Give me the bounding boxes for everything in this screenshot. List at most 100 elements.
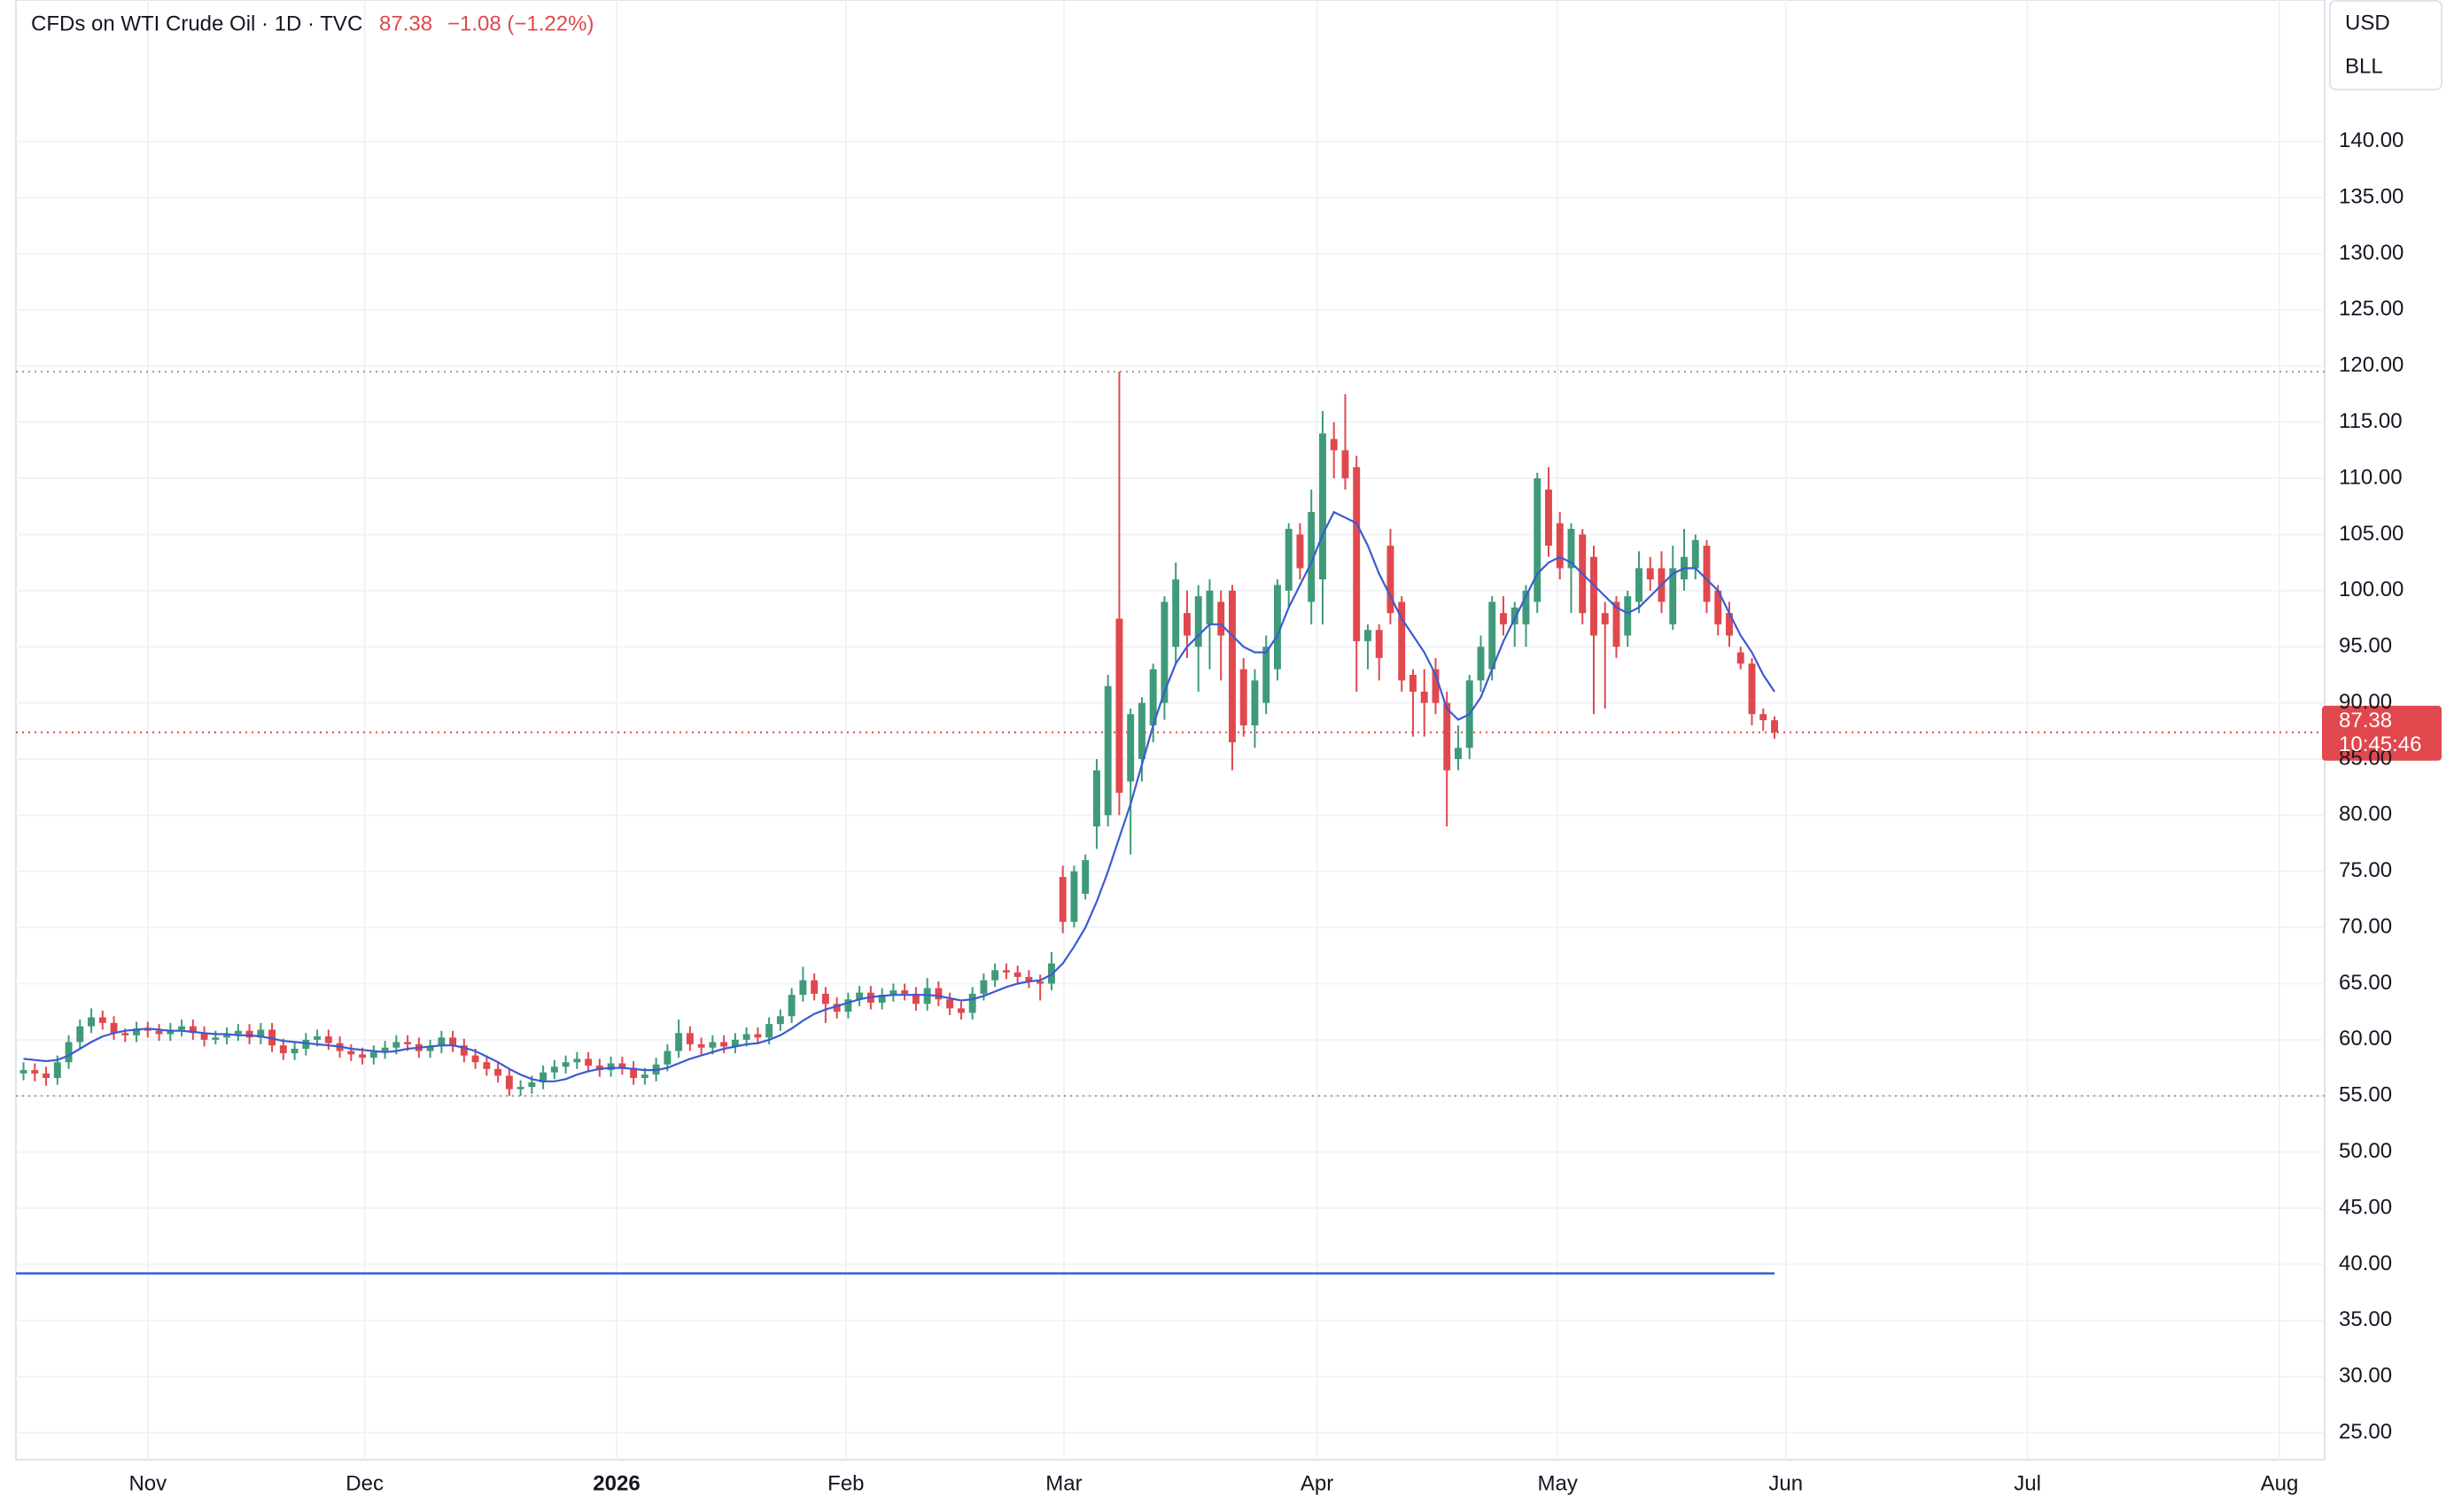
- candle-body: [245, 1030, 253, 1038]
- candle-body: [1104, 686, 1112, 816]
- candle-body: [1522, 590, 1530, 624]
- unit-box[interactable]: [2329, 0, 2442, 90]
- candle-body: [968, 993, 976, 1013]
- candle-body: [799, 980, 807, 996]
- candle-body: [1510, 607, 1518, 624]
- candle-body: [1149, 669, 1157, 725]
- x-tick-label: Jul: [2014, 1471, 2041, 1495]
- candle-body: [1206, 590, 1214, 624]
- candle-body: [1386, 546, 1394, 614]
- candle-body: [1161, 601, 1169, 703]
- candle-body: [528, 1082, 536, 1088]
- candle-body: [279, 1045, 287, 1054]
- candle-body: [573, 1058, 581, 1063]
- candle-body: [1477, 647, 1485, 681]
- header-price: 87.38: [379, 12, 432, 35]
- candle-body: [471, 1055, 479, 1063]
- candle-body: [438, 1037, 446, 1047]
- price-tag-label: 87.38: [2339, 709, 2392, 733]
- candle-body: [1285, 529, 1293, 591]
- y-tick-label: 135.00: [2339, 184, 2404, 208]
- candle-body: [811, 980, 819, 994]
- candle-body: [1601, 613, 1609, 624]
- candle-body: [1127, 714, 1135, 782]
- candle-body: [324, 1036, 332, 1043]
- candle-body: [1059, 877, 1067, 922]
- candle-body: [664, 1051, 672, 1065]
- x-tick-label: May: [1538, 1471, 1578, 1495]
- candle-body: [494, 1068, 502, 1076]
- candle-body: [754, 1034, 762, 1038]
- candle-body: [1183, 613, 1191, 636]
- candle-body: [1624, 596, 1632, 636]
- candle-body: [1545, 489, 1552, 547]
- y-tick-label: 100.00: [2339, 578, 2404, 601]
- candle-body: [1115, 618, 1123, 793]
- candle-body: [1273, 585, 1281, 670]
- candle-body: [1443, 702, 1451, 771]
- candle-body: [31, 1070, 39, 1074]
- candle-body: [1748, 663, 1756, 715]
- labels: 25.00 30.00 35.00 40.00 45.00 50.00 55.00 60.00…: [128, 128, 2421, 1495]
- candle-body: [1217, 601, 1225, 636]
- candle-body: [88, 1017, 96, 1027]
- candle-body: [1138, 702, 1145, 759]
- y-tick-label: 115.00: [2339, 409, 2403, 433]
- candle-body: [856, 992, 864, 1000]
- candle-body: [1488, 601, 1496, 670]
- candle-body: [483, 1062, 491, 1069]
- candle-body: [1590, 556, 1597, 636]
- candle-body: [178, 1026, 186, 1030]
- candle-body: [392, 1042, 400, 1048]
- candle-body: [1759, 714, 1767, 721]
- candle-body: [980, 980, 988, 994]
- candle-body: [1669, 568, 1677, 624]
- candle-body: [1330, 438, 1338, 451]
- candle-body: [946, 999, 954, 1009]
- currency[interactable]: USD: [2345, 11, 2390, 35]
- candle-body: [742, 1034, 750, 1040]
- candle-body: [516, 1087, 524, 1089]
- candle-body: [923, 988, 931, 1004]
- candle-body: [65, 1042, 73, 1063]
- candle-body: [686, 1033, 694, 1044]
- candle-body: [110, 1022, 118, 1034]
- y-tick-label: 125.00: [2339, 297, 2404, 321]
- candle-body: [878, 995, 886, 1004]
- candle-body: [1318, 433, 1326, 580]
- y-tick-label: 85.00: [2339, 746, 2392, 770]
- marks: [16, 370, 2442, 1275]
- candle-body: [257, 1029, 265, 1038]
- candle-body: [1341, 450, 1349, 479]
- candle-body: [1409, 674, 1417, 692]
- candle-body: [1703, 546, 1711, 602]
- candle-body: [1455, 748, 1462, 759]
- candle-body: [98, 1017, 106, 1023]
- candle-body: [1364, 630, 1371, 641]
- candle-body: [562, 1062, 570, 1067]
- candle-body: [991, 970, 999, 981]
- candle-body: [1714, 590, 1722, 624]
- candle-body: [314, 1036, 322, 1040]
- candle-body: [901, 990, 909, 994]
- y-tick-label: 120.00: [2339, 353, 2404, 377]
- y-tick-label: 25.00: [2339, 1420, 2392, 1444]
- y-tick-label: 140.00: [2339, 128, 2404, 152]
- candle-body: [844, 999, 852, 1012]
- y-tick-label: 45.00: [2339, 1195, 2392, 1219]
- candle-body: [1239, 669, 1247, 725]
- price-tag: [2322, 705, 2442, 761]
- y-tick-label: 80.00: [2339, 803, 2392, 826]
- unit[interactable]: BLL: [2345, 54, 2383, 78]
- candle-body: [426, 1046, 434, 1051]
- candle-body: [833, 1004, 841, 1012]
- candle-body: [268, 1029, 276, 1046]
- x-tick-label: Feb: [827, 1471, 864, 1495]
- candle-body: [709, 1042, 717, 1048]
- candle-body: [630, 1067, 638, 1078]
- candle-body: [133, 1028, 141, 1035]
- candle-body: [540, 1072, 547, 1083]
- y-tick-label: 60.00: [2339, 1027, 2392, 1051]
- candle-body: [460, 1045, 468, 1056]
